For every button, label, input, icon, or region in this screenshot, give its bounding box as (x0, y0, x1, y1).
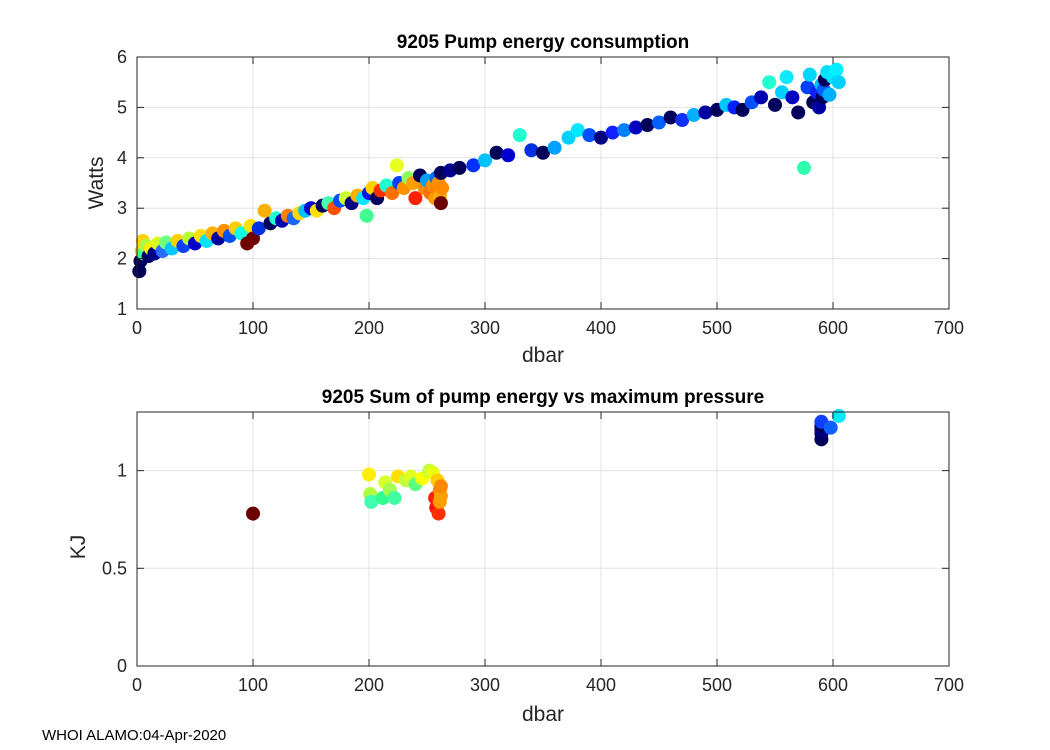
x-tick-label: 600 (818, 675, 848, 695)
data-point (686, 107, 701, 122)
data-point (582, 128, 597, 143)
data-point (433, 479, 448, 494)
y-tick-label: 0.5 (102, 558, 127, 578)
data-point (754, 90, 769, 105)
data-point (605, 125, 620, 140)
data-point (251, 221, 266, 236)
data-point (831, 408, 846, 423)
data-point (785, 90, 800, 105)
data-point (628, 120, 643, 135)
x-tick-label: 400 (586, 675, 616, 695)
energy-consumption-chart: 0 100 200 300 400 500 600 700 1 2 3 4 5 6 9205 Pump e… (85, 32, 964, 367)
x-tick-label: 200 (354, 318, 384, 338)
data-point (512, 128, 527, 143)
x-tick-label: 300 (470, 675, 500, 695)
x-tick-label: 400 (586, 318, 616, 338)
x-tick-label: 100 (238, 318, 268, 338)
data-point (362, 467, 376, 482)
data-point (675, 113, 690, 127)
x-tick-label: 500 (702, 318, 732, 338)
chart-title: 9205 Sum of pump energy vs maximum press… (322, 387, 764, 408)
x-tick-label: 700 (934, 318, 964, 338)
x-axis-label: dbar (522, 703, 564, 726)
x-tick-label: 0 (132, 318, 142, 338)
data-point (408, 191, 423, 206)
data-point (257, 203, 272, 218)
data-point (489, 145, 504, 160)
chart-title: 9205 Pump energy consumption (397, 32, 689, 53)
data-point (797, 160, 811, 175)
y-tick-label: 4 (117, 148, 127, 168)
axes-box (136, 56, 950, 310)
data-point (359, 208, 374, 223)
data-point (768, 97, 782, 112)
data-point (466, 158, 481, 173)
y-axis-label: KJ (67, 535, 90, 560)
data-points (246, 408, 846, 521)
data-points (132, 62, 846, 279)
data-point (547, 140, 562, 155)
y-tick-label: 6 (117, 47, 127, 67)
data-point (501, 148, 516, 163)
x-tick-label: 600 (818, 318, 848, 338)
ticks: 0 100 200 300 400 500 600 700 0 0.5 1 (102, 412, 964, 695)
x-tick-label: 300 (470, 318, 500, 338)
data-point (652, 115, 666, 130)
x-tick-label: 700 (934, 675, 964, 695)
data-point (570, 123, 585, 138)
data-point (663, 110, 678, 125)
data-point (435, 181, 450, 196)
data-point (762, 75, 777, 90)
y-tick-label: 1 (117, 299, 127, 319)
data-point (774, 85, 789, 100)
data-point (524, 143, 539, 158)
data-point (364, 494, 379, 509)
data-point (822, 87, 837, 102)
x-axis-label: dbar (522, 344, 564, 367)
data-point (387, 490, 402, 505)
data-point (779, 70, 794, 85)
data-point (433, 196, 448, 211)
data-point (433, 489, 448, 504)
ticks: 0 100 200 300 400 500 600 700 1 2 3 4 5 6 (117, 47, 964, 338)
y-tick-label: 5 (117, 97, 127, 117)
data-point (791, 105, 806, 120)
data-point (617, 123, 632, 138)
y-tick-label: 3 (117, 198, 127, 218)
sum-energy-chart: 0 100 200 300 400 500 600 700 0 0.5 1 9205 Sum of … (67, 387, 964, 726)
y-axis-label: Watts (85, 157, 108, 210)
data-point (640, 118, 655, 133)
data-point (389, 158, 404, 173)
data-point (478, 153, 492, 168)
data-point (431, 506, 446, 521)
x-tick-label: 200 (354, 675, 384, 695)
data-point (698, 105, 713, 120)
plot-area (137, 412, 949, 666)
x-tick-label: 500 (702, 675, 732, 695)
y-tick-label: 0 (117, 656, 127, 676)
data-point (594, 130, 608, 145)
data-point (735, 102, 750, 117)
footer-credit: WHOI ALAMO:04-Apr-2020 (42, 727, 227, 744)
x-tick-label: 100 (238, 675, 268, 695)
data-point (536, 145, 550, 160)
data-point (823, 420, 838, 435)
y-tick-label: 2 (117, 249, 127, 269)
data-point (831, 75, 846, 90)
data-point (802, 67, 817, 82)
x-tick-label: 0 (132, 675, 142, 695)
data-point (246, 506, 260, 521)
y-tick-label: 1 (117, 461, 127, 481)
data-point (561, 130, 576, 145)
data-point (452, 160, 467, 175)
data-point (385, 186, 400, 201)
axes-box (136, 411, 950, 667)
data-point (829, 62, 844, 77)
